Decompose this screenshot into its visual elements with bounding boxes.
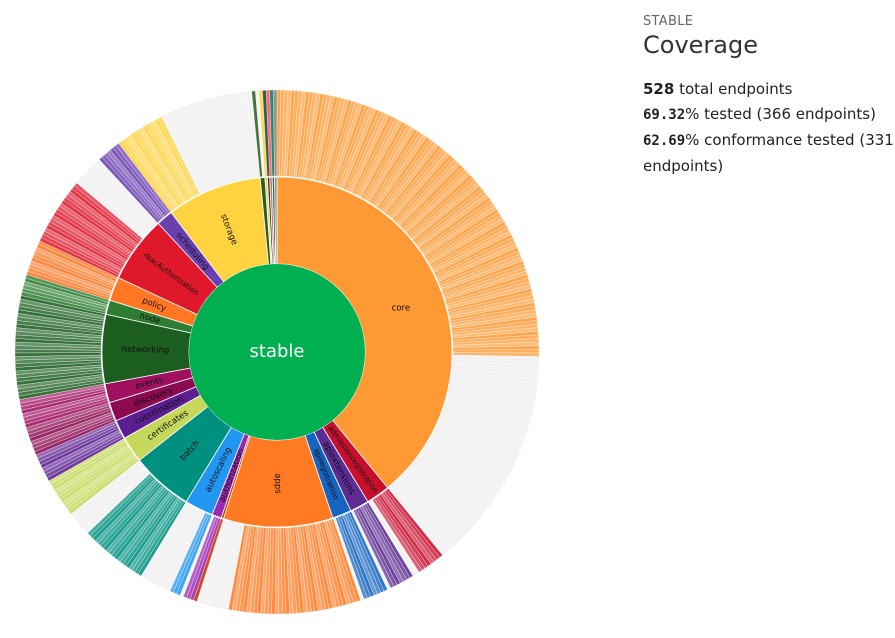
panel-title: Coverage [643,31,758,59]
total-label: total endpoints [674,80,793,98]
conformance-label: % conformance tested (331 endpoints) [643,131,894,175]
center-circle[interactable] [189,264,365,440]
center-label: stable [250,341,305,362]
tested-percent: 69.32 [643,107,686,123]
total-count: 528 [643,80,675,98]
total-endpoints-stat: 528 total endpoints [643,77,895,102]
level-label: STABLE [643,14,694,29]
category-label-apps: apps [272,473,282,494]
category-label-core: core [392,303,410,313]
endpoint-segment-logs[interactable] [273,89,278,177]
conformance-percent: 62.69 [643,133,686,149]
sunburst-chart: coreadmissionregistrationapiextensionsap… [14,89,540,615]
coverage-panel: STABLE Coverage 528 total endpoints 69.3… [643,14,895,179]
conformance-stat: 62.69% conformance tested (331 endpoints… [643,128,895,179]
tested-label: % tested (366 endpoints) [685,105,876,123]
tested-stat: 69.32% tested (366 endpoints) [643,102,895,128]
category-label-networking: networking [122,345,170,356]
